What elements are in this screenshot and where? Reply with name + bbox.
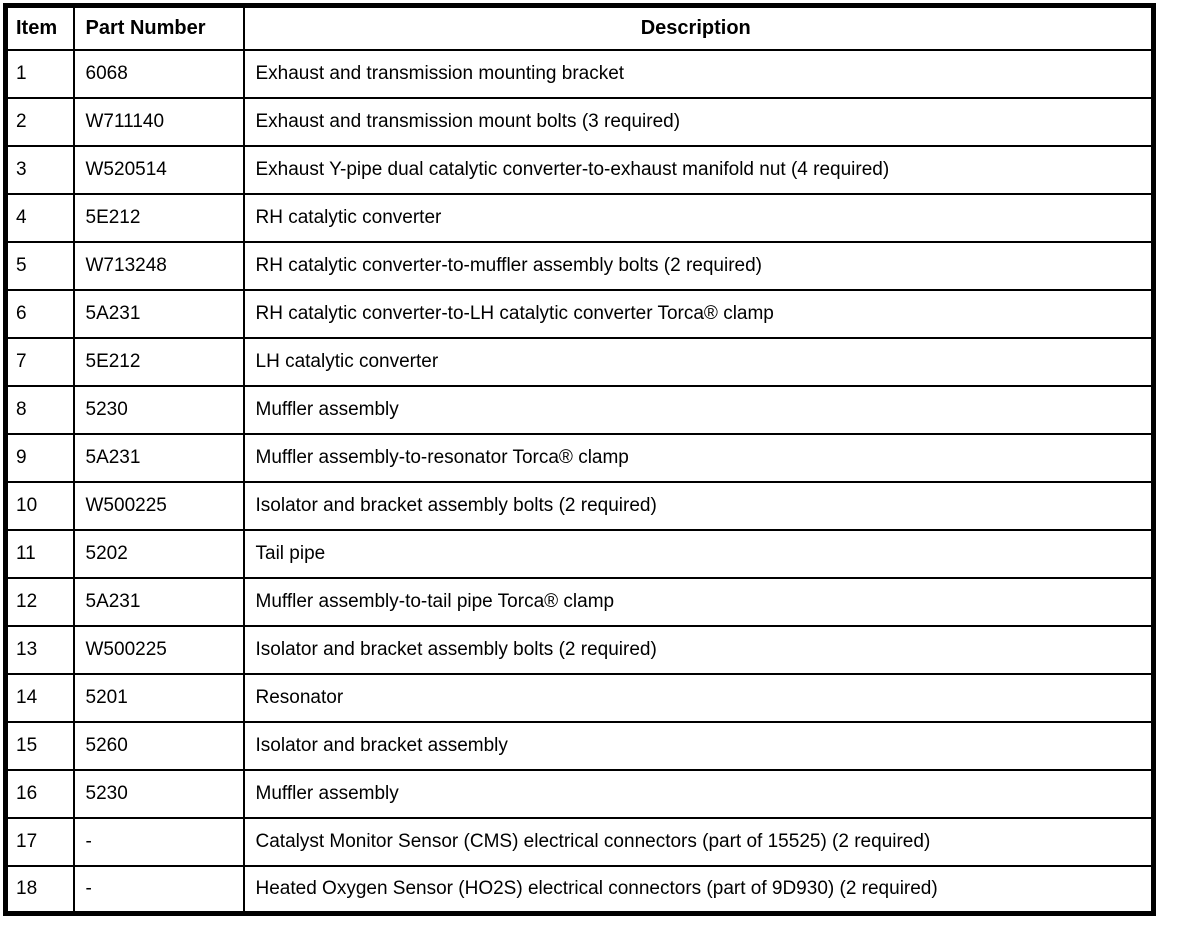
item-cell: 5 — [4, 240, 75, 291]
description-cell: Muffler assembly-to-tail pipe Torca® cla… — [242, 576, 1155, 627]
item-cell: 15 — [4, 720, 75, 771]
part-number-cell: 5201 — [72, 672, 245, 723]
description-cell: Muffler assembly-to-resonator Torca® cla… — [242, 432, 1155, 483]
description-cell: Muffler assembly — [242, 768, 1155, 819]
table-row: 1 6068 Exhaust and transmission mounting… — [4, 48, 1155, 99]
table-row: 10 W500225 Isolator and bracket assembly… — [4, 480, 1155, 531]
part-number-cell: 5E212 — [72, 336, 245, 387]
table-row: 9 5A231 Muffler assembly-to-resonator To… — [4, 432, 1155, 483]
table-row: 18 - Heated Oxygen Sensor (HO2S) electri… — [4, 864, 1155, 915]
description-cell: Muffler assembly — [242, 384, 1155, 435]
part-number-cell: 5A231 — [72, 576, 245, 627]
description-cell: RH catalytic converter-to-muffler assemb… — [242, 240, 1155, 291]
item-column-header: Item — [4, 4, 75, 51]
description-cell: LH catalytic converter — [242, 336, 1155, 387]
part-number-cell: 5260 — [72, 720, 245, 771]
part-number-cell: W500225 — [72, 624, 245, 675]
description-cell: Catalyst Monitor Sensor (CMS) electrical… — [242, 816, 1155, 867]
item-cell: 8 — [4, 384, 75, 435]
item-cell: 12 — [4, 576, 75, 627]
item-cell: 17 — [4, 816, 75, 867]
part-number-cell: 5E212 — [72, 192, 245, 243]
description-cell: Tail pipe — [242, 528, 1155, 579]
part-number-cell: 6068 — [72, 48, 245, 99]
table-row: 14 5201 Resonator — [4, 672, 1155, 723]
item-cell: 9 — [4, 432, 75, 483]
part-number-cell: - — [72, 864, 245, 915]
description-cell: Exhaust and transmission mounting bracke… — [242, 48, 1155, 99]
description-cell: Heated Oxygen Sensor (HO2S) electrical c… — [242, 864, 1155, 915]
part-number-cell: W711140 — [72, 96, 245, 147]
description-cell: Isolator and bracket assembly — [242, 720, 1155, 771]
description-cell: Exhaust and transmission mount bolts (3 … — [242, 96, 1155, 147]
item-cell: 2 — [4, 96, 75, 147]
part-number-cell: 5202 — [72, 528, 245, 579]
part-number-cell: 5230 — [72, 384, 245, 435]
description-cell: Exhaust Y-pipe dual catalytic converter-… — [242, 144, 1155, 195]
description-cell: Isolator and bracket assembly bolts (2 r… — [242, 624, 1155, 675]
table-row: 13 W500225 Isolator and bracket assembly… — [4, 624, 1155, 675]
part-number-column-header: Part Number — [72, 4, 245, 51]
item-cell: 11 — [4, 528, 75, 579]
part-number-cell: 5230 — [72, 768, 245, 819]
item-cell: 10 — [4, 480, 75, 531]
description-column-header: Description — [242, 4, 1155, 51]
table-row: 6 5A231 RH catalytic converter-to-LH cat… — [4, 288, 1155, 339]
parts-table: Item Part Number Description 1 6068 Exha… — [3, 3, 1156, 916]
table-row: 15 5260 Isolator and bracket assembly — [4, 720, 1155, 771]
table-header-row: Item Part Number Description — [4, 4, 1155, 51]
item-cell: 14 — [4, 672, 75, 723]
part-number-cell: - — [72, 816, 245, 867]
table-row: 16 5230 Muffler assembly — [4, 768, 1155, 819]
item-cell: 7 — [4, 336, 75, 387]
item-cell: 3 — [4, 144, 75, 195]
description-cell: Resonator — [242, 672, 1155, 723]
item-cell: 18 — [4, 864, 75, 915]
table-row: 8 5230 Muffler assembly — [4, 384, 1155, 435]
part-number-cell: W520514 — [72, 144, 245, 195]
part-number-cell: 5A231 — [72, 432, 245, 483]
item-cell: 1 — [4, 48, 75, 99]
item-cell: 16 — [4, 768, 75, 819]
part-number-cell: 5A231 — [72, 288, 245, 339]
item-cell: 6 — [4, 288, 75, 339]
table-row: 7 5E212 LH catalytic converter — [4, 336, 1155, 387]
part-number-cell: W500225 — [72, 480, 245, 531]
table-row: 5 W713248 RH catalytic converter-to-muff… — [4, 240, 1155, 291]
table-row: 12 5A231 Muffler assembly-to-tail pipe T… — [4, 576, 1155, 627]
table-row: 11 5202 Tail pipe — [4, 528, 1155, 579]
item-cell: 4 — [4, 192, 75, 243]
table-row: 2 W711140 Exhaust and transmission mount… — [4, 96, 1155, 147]
description-cell: RH catalytic converter-to-LH catalytic c… — [242, 288, 1155, 339]
description-cell: Isolator and bracket assembly bolts (2 r… — [242, 480, 1155, 531]
description-cell: RH catalytic converter — [242, 192, 1155, 243]
table-row: 17 - Catalyst Monitor Sensor (CMS) elect… — [4, 816, 1155, 867]
item-cell: 13 — [4, 624, 75, 675]
part-number-cell: W713248 — [72, 240, 245, 291]
table-row: 3 W520514 Exhaust Y-pipe dual catalytic … — [4, 144, 1155, 195]
table-row: 4 5E212 RH catalytic converter — [4, 192, 1155, 243]
